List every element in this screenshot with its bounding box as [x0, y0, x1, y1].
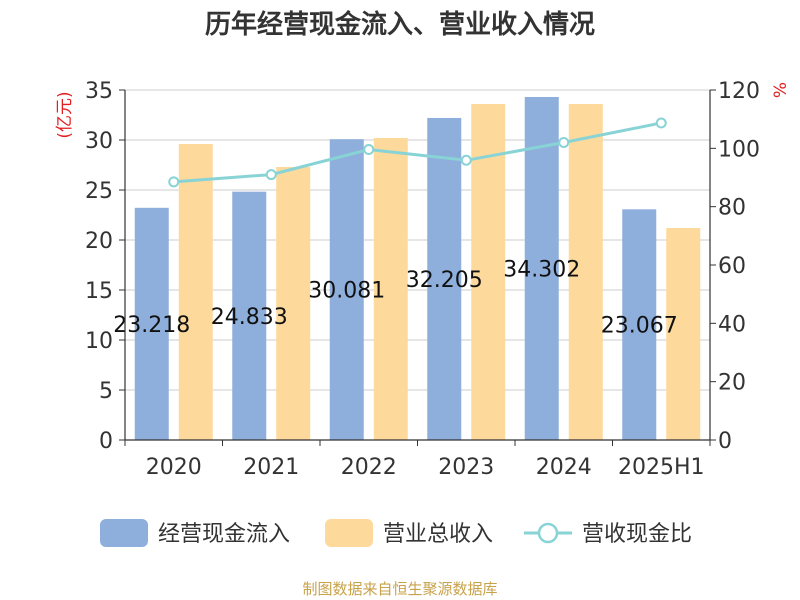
right-tick-label: 60 [718, 254, 746, 279]
chart-title: 历年经营现金流入、营业收入情况 [204, 10, 595, 40]
data-label: 32.205 [406, 268, 483, 293]
data-label: 23.218 [113, 313, 190, 338]
legend-label: 营业总收入 [383, 522, 493, 547]
left-tick-label: 5 [99, 379, 113, 404]
data-label: 34.302 [503, 257, 580, 282]
x-tick-label: 2022 [341, 455, 397, 480]
bar-revenue [666, 228, 701, 440]
x-tick-label: 2020 [146, 455, 202, 480]
data-label: 30.081 [308, 279, 385, 304]
right-axis-unit: % [771, 82, 791, 98]
x-tick-label: 2023 [438, 455, 494, 480]
legend-swatch [100, 519, 148, 547]
left-tick-label: 25 [85, 179, 113, 204]
bar-revenue [178, 144, 213, 440]
left-axis-unit: (亿元) [55, 91, 75, 138]
bar-revenue [276, 167, 311, 440]
ratio-point [363, 144, 375, 155]
right-tick-label: 0 [718, 429, 732, 454]
left-tick-label: 0 [99, 429, 113, 454]
x-tick-label: 2021 [243, 455, 299, 480]
right-tick-label: 80 [718, 196, 746, 221]
left-tick-label: 10 [85, 329, 113, 354]
left-tick-label: 30 [85, 129, 113, 154]
bar-revenue [471, 104, 506, 440]
x-tick-label: 2024 [536, 455, 592, 480]
right-tick-label: 100 [718, 137, 760, 162]
line-layer [168, 117, 667, 188]
ratio-point [168, 176, 180, 188]
legend-swatch [325, 519, 373, 547]
data-label: 24.833 [211, 305, 288, 330]
right-tick-label: 20 [718, 371, 746, 396]
legend-marker [537, 522, 559, 544]
bar-cash-inflow [524, 96, 559, 440]
ratio-point [558, 137, 570, 148]
legend-label: 经营现金流入 [158, 522, 290, 547]
axes: 0 5 10 15 20 25 30 35 0 20 40 60 80 100 120 (亿元)% 2020 20… [55, 79, 791, 480]
bar-cash-inflow [427, 117, 462, 440]
left-tick-label: 20 [85, 229, 113, 254]
ratio-point [460, 154, 472, 166]
bar-cash-inflow [134, 207, 169, 440]
x-tick-label: 2025H1 [618, 455, 705, 480]
bar-revenue [568, 104, 603, 440]
right-tick-label: 40 [718, 312, 746, 337]
bar-cash-inflow [232, 191, 267, 440]
data-label: 23.067 [601, 314, 678, 339]
ratio-line [173, 121, 662, 184]
source-note: 制图数据来自恒生聚源数据库 [302, 580, 498, 598]
left-tick-label: 35 [85, 79, 113, 104]
legend: 经营现金流入 营业总收入 营收现金比 [100, 519, 692, 547]
legend-label: 营收现金比 [582, 522, 692, 547]
left-tick-label: 15 [85, 279, 113, 304]
bar-cash-inflow [329, 139, 364, 440]
ratio-point [265, 169, 277, 181]
bar-cash-inflow [622, 209, 657, 440]
right-tick-label: 120 [718, 79, 760, 104]
data-label-layer: 23.218 24.833 30.081 32.205 34.302 23.067 [113, 257, 677, 338]
bar-revenue [373, 138, 408, 440]
bar-layer [134, 96, 701, 440]
ratio-point [655, 117, 667, 129]
